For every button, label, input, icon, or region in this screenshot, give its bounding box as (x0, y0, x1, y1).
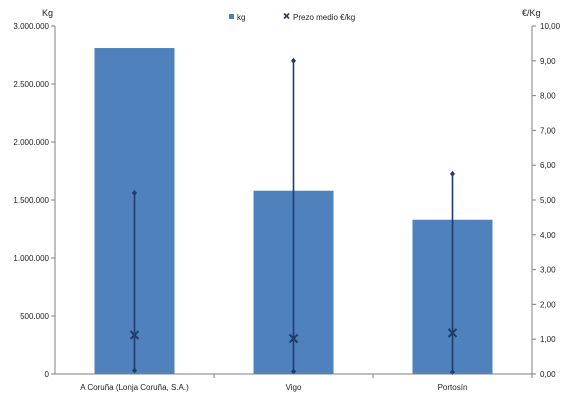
right-tick-label: 4,00 (540, 231, 556, 240)
price-mean-marker (129, 330, 140, 340)
right-tick-label: 6,00 (540, 161, 556, 170)
price-min-marker (291, 368, 296, 375)
left-axis-ticks: 0 500.000 1.000.000 1.500.000 2.000.000 2.500… (13, 22, 55, 379)
price-mean-marker (447, 328, 458, 338)
legend-kg-label: kg (237, 13, 245, 22)
category-label: Vigo (286, 383, 302, 392)
category-labels: A Coruña (Lonja Coruña, S.A.) Vigo Portosí… (80, 374, 533, 392)
left-tick-label: 2.500.000 (13, 80, 49, 89)
price-ranges (129, 57, 458, 376)
right-tick-label: 9,00 (540, 57, 556, 66)
left-tick-label: 500.000 (20, 312, 49, 321)
right-tick-label: 10,00 (540, 22, 561, 31)
right-axis-ticks: 0,00 1,00 2,00 3,00 4,00 5,00 6,00 7,00 8,00 9,00… (532, 22, 561, 379)
category-label: A Coruña (Lonja Coruña, S.A.) (80, 383, 189, 392)
legend-price-label: Prezo medio €/kg (293, 13, 355, 22)
right-tick-label: 7,00 (540, 126, 556, 135)
category-label: Portosín (438, 383, 468, 392)
right-tick-label: 0,00 (540, 370, 556, 379)
price-max-marker (132, 190, 137, 197)
left-axis-title: Kg (42, 8, 53, 18)
right-tick-label: 1,00 (540, 335, 556, 344)
price-max-marker (291, 57, 296, 64)
legend-price-marker (283, 12, 290, 20)
left-tick-label: 0 (45, 370, 50, 379)
left-tick-label: 1.000.000 (13, 254, 49, 263)
right-tick-label: 3,00 (540, 266, 556, 275)
right-tick-label: 8,00 (540, 92, 556, 101)
price-max-marker (450, 170, 455, 177)
right-tick-label: 2,00 (540, 300, 556, 309)
right-axis-title: €/Kg (522, 8, 541, 18)
price-mean-marker (288, 333, 299, 344)
price-min-marker (132, 367, 137, 374)
left-tick-label: 2.000.000 (13, 138, 49, 147)
legend-kg-swatch (229, 14, 234, 19)
right-tick-label: 5,00 (540, 196, 556, 205)
legend: kg Prezo medio €/kg (229, 12, 355, 22)
left-tick-label: 1.500.000 (13, 196, 49, 205)
left-tick-label: 3.000.000 (13, 22, 49, 31)
